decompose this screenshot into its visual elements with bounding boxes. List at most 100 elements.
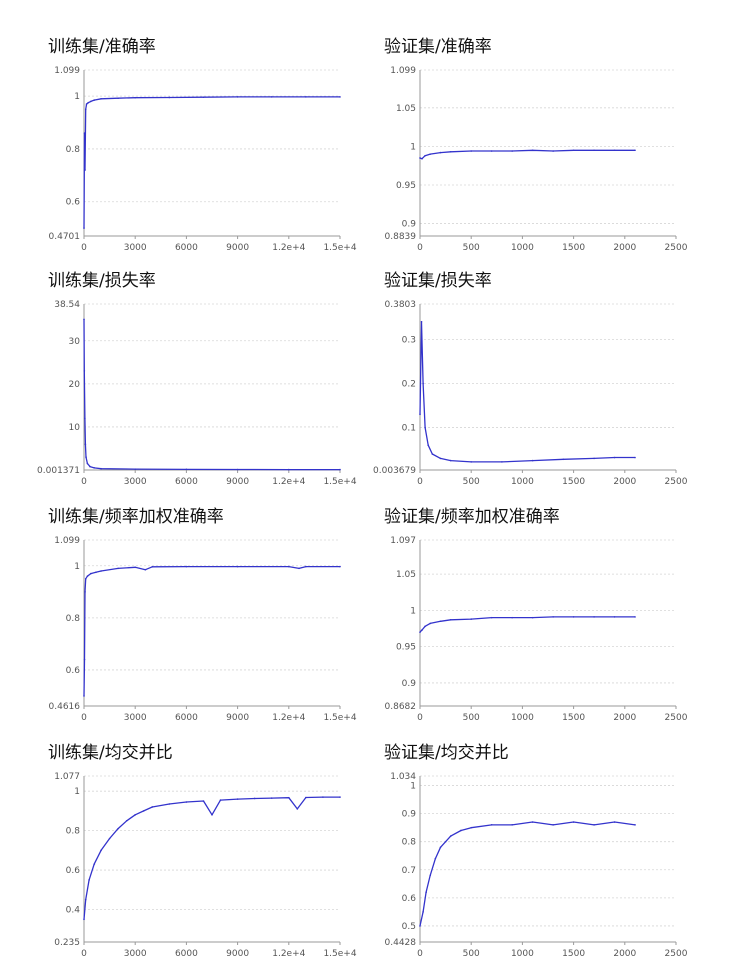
data-point bbox=[434, 857, 437, 860]
data-point bbox=[168, 803, 171, 805]
y-tick-label: 0.6 bbox=[66, 666, 81, 676]
y-tick-label: 1.097 bbox=[390, 536, 416, 546]
data-point bbox=[531, 616, 534, 619]
data-point bbox=[421, 629, 423, 631]
data-point bbox=[142, 810, 145, 812]
data-point bbox=[100, 467, 102, 470]
data-point bbox=[84, 417, 86, 420]
x-tick-label: 1.5e+4 bbox=[323, 477, 356, 487]
data-point bbox=[84, 591, 86, 593]
data-point bbox=[339, 468, 341, 471]
data-point bbox=[449, 835, 452, 837]
x-tick-label: 1500 bbox=[562, 713, 585, 723]
y-tick-label: 20 bbox=[69, 380, 81, 390]
data-point bbox=[449, 151, 452, 153]
chart-title: 验证集/损失率 bbox=[384, 271, 492, 291]
x-tick-label: 0 bbox=[81, 713, 87, 723]
data-point bbox=[236, 468, 239, 471]
series-line bbox=[419, 321, 635, 463]
x-tick-label: 500 bbox=[463, 477, 480, 487]
y-tick-label: 1 bbox=[74, 92, 80, 102]
y-tick-label: 0.5 bbox=[402, 922, 416, 932]
data-point bbox=[236, 798, 239, 800]
data-point bbox=[460, 829, 462, 832]
data-point bbox=[593, 149, 595, 152]
data-point bbox=[531, 821, 534, 823]
data-point bbox=[90, 100, 92, 103]
series-line bbox=[83, 96, 340, 229]
data-point bbox=[134, 468, 136, 470]
data-point bbox=[95, 571, 97, 574]
data-point bbox=[117, 567, 119, 570]
data-point bbox=[424, 625, 426, 628]
y-tick-label: 0.4428 bbox=[385, 938, 417, 948]
data-point bbox=[298, 567, 300, 570]
data-point bbox=[490, 824, 493, 826]
chart-title: 训练集/频率加权准确率 bbox=[48, 507, 224, 527]
y-tick-label: 1.099 bbox=[54, 66, 80, 76]
data-point bbox=[288, 468, 290, 471]
data-point bbox=[87, 101, 90, 104]
y-tick-label: 1 bbox=[410, 782, 416, 792]
chart-panel-val-loss: 验证集/损失率 0.3803 0.3 0.2 0.1 0.003679 0 500 1000 1… bbox=[373, 266, 724, 501]
chart-panel-train-loss: 训练集/损失率 38.54 30 20 10 0.001371 0 3000 6000 9000… bbox=[37, 266, 388, 501]
data-point bbox=[288, 565, 290, 568]
data-point bbox=[93, 99, 96, 101]
data-point bbox=[531, 149, 534, 152]
x-tick-label: 0 bbox=[417, 477, 423, 487]
chart-title: 验证集/准确率 bbox=[384, 37, 492, 57]
series-line bbox=[419, 821, 636, 927]
x-tick-label: 9000 bbox=[226, 949, 249, 959]
x-tick-label: 2000 bbox=[613, 477, 636, 487]
y-tick-label: 1 bbox=[410, 606, 416, 616]
data-point bbox=[572, 616, 575, 618]
x-tick-label: 500 bbox=[463, 949, 480, 959]
data-point bbox=[151, 806, 154, 808]
y-tick-label: 0.8 bbox=[402, 838, 417, 848]
data-point bbox=[84, 578, 87, 580]
data-point bbox=[419, 925, 421, 927]
series-line bbox=[419, 616, 635, 633]
data-point bbox=[305, 565, 307, 568]
x-tick-label: 6000 bbox=[175, 477, 198, 487]
x-tick-label: 1500 bbox=[562, 477, 585, 487]
data-point bbox=[449, 459, 452, 462]
data-point bbox=[593, 457, 595, 460]
x-tick-label: 1000 bbox=[511, 477, 534, 487]
data-point bbox=[305, 96, 307, 98]
y-tick-label: 0.3 bbox=[402, 335, 416, 345]
data-point bbox=[144, 568, 147, 571]
data-point bbox=[90, 572, 92, 575]
data-point bbox=[422, 382, 424, 385]
x-tick-label: 9000 bbox=[226, 713, 249, 723]
y-tick-label: 0.6 bbox=[402, 894, 417, 904]
x-tick-label: 0 bbox=[81, 949, 87, 959]
data-point bbox=[424, 154, 426, 157]
x-tick-label: 1000 bbox=[511, 243, 534, 253]
data-point bbox=[134, 96, 136, 99]
chart-title: 验证集/频率加权准确率 bbox=[384, 507, 560, 527]
data-point bbox=[185, 565, 188, 568]
data-point bbox=[93, 467, 96, 469]
data-point bbox=[470, 461, 472, 463]
y-tick-label: 1.05 bbox=[396, 104, 416, 114]
x-tick-label: 2000 bbox=[613, 243, 636, 253]
data-point bbox=[572, 821, 575, 823]
y-tick-label: 0.9 bbox=[402, 810, 417, 820]
x-tick-label: 2000 bbox=[613, 713, 636, 723]
data-point bbox=[83, 370, 86, 372]
x-tick-label: 1000 bbox=[511, 949, 534, 959]
data-point bbox=[83, 918, 85, 921]
data-point bbox=[552, 616, 554, 618]
data-point bbox=[429, 622, 432, 625]
y-tick-label: 0.003679 bbox=[373, 466, 416, 476]
data-point bbox=[236, 96, 239, 98]
data-point bbox=[288, 796, 290, 799]
y-tick-label: 0.4616 bbox=[49, 702, 81, 712]
data-point bbox=[424, 426, 426, 429]
data-point bbox=[108, 837, 111, 840]
x-tick-label: 9000 bbox=[226, 243, 249, 253]
data-point bbox=[429, 153, 432, 155]
